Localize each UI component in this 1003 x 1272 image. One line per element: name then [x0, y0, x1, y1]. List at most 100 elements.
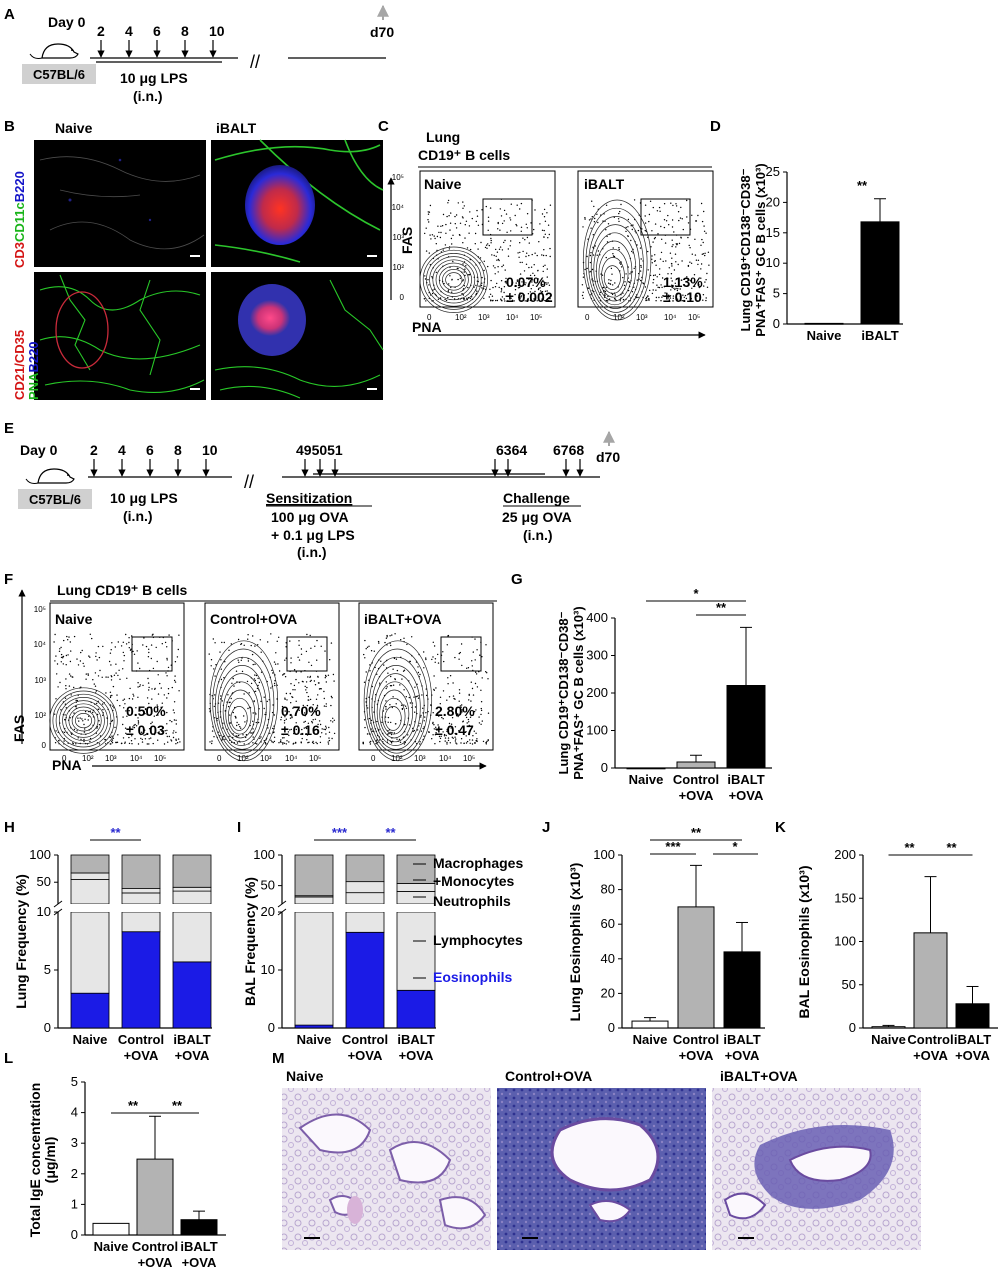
event-dot	[75, 699, 77, 701]
stain-label-row2: CD21/CD35 PNAB220	[12, 330, 41, 400]
event-dot	[541, 298, 543, 300]
event-dot	[300, 648, 303, 650]
event-dot	[281, 705, 284, 708]
event-dot	[150, 657, 152, 660]
event-dot	[469, 211, 471, 213]
f-xtick: 10⁵	[154, 754, 166, 763]
event-dot	[655, 296, 658, 299]
event-dot	[247, 638, 249, 640]
break-gap	[121, 904, 161, 912]
event-dot	[66, 635, 68, 638]
event-dot	[497, 266, 499, 268]
e-strain-box	[18, 489, 92, 509]
event-dot	[401, 678, 403, 680]
event-dot	[85, 673, 88, 675]
event-dot	[612, 284, 614, 286]
event-dot	[706, 286, 709, 288]
density-contour	[384, 706, 402, 731]
event-dot	[701, 220, 704, 223]
y-tick-label: 100	[593, 847, 615, 862]
event-dot	[447, 202, 449, 204]
event-dot	[468, 225, 471, 227]
c-naive-sd: ± 0.002	[506, 289, 553, 305]
event-dot	[291, 715, 293, 717]
event-dot	[123, 707, 125, 709]
event-dot	[109, 695, 112, 697]
event-dot	[332, 721, 334, 723]
event-dot	[541, 229, 544, 231]
event-dot	[138, 731, 140, 733]
event-dot	[474, 232, 477, 235]
event-dot	[516, 204, 518, 206]
x-tick-label: iBALT	[397, 1032, 434, 1047]
event-dot	[510, 203, 512, 205]
f-ytick: 10⁴	[34, 640, 47, 649]
f-xtick: 10³	[414, 754, 426, 763]
m-label-control: Control+OVA	[505, 1068, 592, 1084]
c-pna-label: PNA	[412, 319, 442, 335]
event-dot	[445, 734, 447, 737]
event-dot	[671, 239, 673, 241]
f-xtick: 0	[371, 754, 376, 763]
event-dot	[462, 263, 464, 265]
event-dot	[637, 296, 639, 299]
event-dot	[237, 638, 240, 641]
event-dot	[665, 220, 668, 222]
event-dot	[437, 225, 439, 227]
event-dot	[672, 244, 674, 246]
event-dot	[457, 713, 459, 715]
event-dot	[458, 730, 460, 732]
event-dot	[434, 743, 436, 745]
event-dot	[611, 293, 614, 296]
event-dot	[428, 284, 430, 286]
event-dot	[273, 682, 276, 685]
event-dot	[446, 644, 448, 646]
event-dot	[437, 724, 439, 726]
event-dot	[468, 721, 470, 723]
event-dot	[379, 682, 381, 684]
event-dot	[293, 732, 295, 735]
event-dot	[89, 740, 91, 743]
event-dot	[312, 704, 314, 706]
event-dot	[274, 684, 276, 687]
legend-eosinophils: Eosinophils	[433, 969, 513, 985]
event-dot	[640, 279, 642, 282]
event-dot	[108, 660, 111, 663]
event-dot	[402, 670, 405, 672]
event-dot	[137, 686, 139, 688]
event-dot	[673, 287, 675, 289]
event-dot	[64, 718, 66, 721]
y-tick-label: 150	[834, 890, 856, 905]
event-dot	[327, 743, 330, 745]
y-axis-label: Lung CD19⁺CD138⁻CD38⁻	[556, 611, 571, 774]
event-dot	[241, 670, 244, 673]
event-dot	[460, 643, 463, 645]
density-contour	[585, 207, 648, 317]
e-route: (i.n.)	[123, 508, 153, 524]
event-dot	[394, 723, 397, 725]
event-dot	[89, 656, 91, 658]
event-dot	[475, 284, 477, 287]
x-tick-label: iBALT	[173, 1032, 210, 1047]
event-dot	[428, 211, 431, 213]
event-dot	[609, 283, 612, 285]
event-dot	[288, 734, 290, 737]
m-label-ibalt: iBALT+OVA	[720, 1068, 798, 1084]
event-dot	[413, 729, 415, 732]
strain-label: C57BL/6	[33, 67, 85, 82]
event-dot	[290, 702, 292, 704]
event-dot	[165, 672, 167, 674]
event-dot	[311, 720, 313, 723]
event-dot	[599, 291, 602, 293]
event-dot	[211, 740, 213, 742]
event-dot	[661, 277, 664, 279]
stack-segment	[70, 992, 110, 1029]
event-dot	[420, 730, 423, 732]
event-dot	[590, 218, 592, 220]
event-dot	[458, 700, 460, 702]
event-dot	[144, 729, 146, 731]
event-dot	[423, 720, 425, 722]
event-dot	[152, 742, 154, 745]
event-dot	[437, 298, 440, 300]
